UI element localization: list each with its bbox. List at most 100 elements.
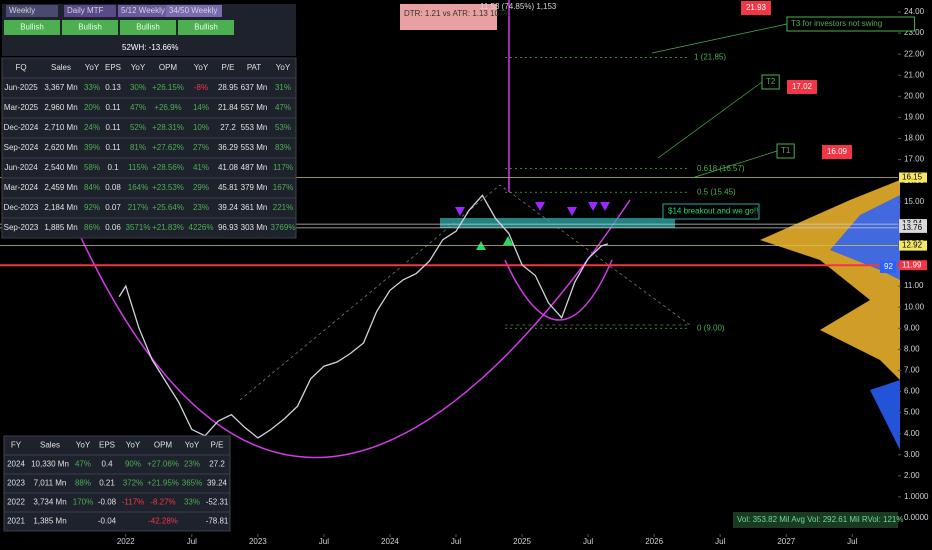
table-cell: 0.11	[106, 103, 122, 112]
y-tick-label: 18.00	[904, 134, 925, 143]
table-bg	[1, 57, 297, 239]
table-cell: 23%	[193, 203, 209, 212]
table-cell: 0.1	[107, 163, 119, 172]
x-tick-label: 2024	[381, 537, 399, 546]
table-cell: YoY	[85, 63, 100, 72]
table-cell: 217%	[128, 203, 148, 212]
fib-trend	[239, 184, 692, 401]
table-cell: 41%	[193, 163, 209, 172]
target-note: T2	[766, 77, 776, 86]
table-cell: EPS	[105, 63, 121, 72]
y-tick-label: 10.00	[904, 302, 925, 311]
table-cell: 2023	[7, 479, 25, 488]
table-cell: 2,184 Mn	[44, 203, 77, 212]
table-cell: 23%	[184, 460, 200, 469]
y-tick-label: 22.00	[904, 49, 925, 58]
legend-item: 5/12 Weekly	[121, 6, 165, 15]
table-cell: Sales	[51, 63, 71, 72]
table-cell: 53%	[275, 123, 291, 132]
table-cell: 10,330 Mn	[31, 460, 69, 469]
price-line	[118, 194, 609, 439]
table-cell: YoY	[76, 441, 91, 450]
table-cell: 3,734 Mn	[33, 498, 66, 507]
x-tick-label: 2022	[117, 537, 135, 546]
fib-label: 0 (9.00)	[697, 323, 725, 332]
table-cell: -117%	[122, 498, 145, 507]
table-cell: +27.62%	[152, 143, 184, 152]
table-cell: 1,885 Mn	[44, 223, 77, 232]
table-cell: 10%	[193, 123, 209, 132]
x-tick-label: Jul	[187, 537, 197, 546]
status-chip	[4, 20, 60, 35]
status: Bullish	[194, 23, 218, 32]
table-cell: Jun-2024	[4, 163, 38, 172]
level-label: 16.15	[902, 173, 923, 182]
table-cell: 0.06	[105, 223, 121, 232]
y-tick-label: 20.00	[904, 91, 925, 100]
table-cell: 29%	[193, 183, 209, 192]
table-cell: EPS	[99, 441, 115, 450]
y-tick-label: 6.00	[904, 387, 920, 396]
indicator-box	[880, 261, 896, 273]
table-cell: -0.08	[98, 498, 117, 507]
table-cell: 47%	[275, 103, 291, 112]
table-cell: 2022	[7, 498, 25, 507]
table-cell: +21.83%	[152, 223, 184, 232]
cup-curve	[59, 189, 631, 459]
table-cell: Jun-2025	[4, 83, 38, 92]
table-cell: Sep-2023	[4, 223, 39, 232]
table-cell: 7,011 Mn	[34, 479, 67, 488]
buy-arrow	[476, 236, 513, 250]
table-bg	[3, 435, 231, 532]
volume-profile	[830, 195, 900, 450]
table-cell: P/E	[222, 63, 235, 72]
handle-curve	[504, 259, 613, 321]
target-box	[787, 80, 817, 94]
table-cell: 365%	[182, 479, 202, 488]
table-cell: Dec-2023	[4, 203, 39, 212]
table-cell: 2,620 Mn	[44, 143, 77, 152]
table-cell: 553 Mn	[241, 123, 268, 132]
table-cell: +26.9%	[154, 103, 181, 112]
table-cell: YoY	[185, 441, 200, 450]
y-tick-label: 2.00	[904, 471, 920, 480]
table-cell: 83%	[275, 143, 291, 152]
level-label: 13.76	[902, 223, 923, 232]
table-cell: 1,385 Mn	[33, 517, 66, 526]
x-tick-label: 2027	[777, 537, 795, 546]
table-cell: 0.21	[99, 479, 115, 488]
table-cell: YoY	[194, 63, 209, 72]
table-cell: 2,960 Mn	[44, 103, 77, 112]
legend-chip	[118, 5, 170, 17]
table-cell: 27%	[193, 143, 209, 152]
breakout-box	[662, 203, 760, 220]
table-cell: -8.27%	[150, 498, 175, 507]
table-cell: 117%	[273, 163, 293, 172]
table-cell: 557 Mn	[241, 103, 268, 112]
table-cell: 20%	[84, 103, 100, 112]
x-tick-label: Jul	[715, 537, 725, 546]
table-cell: 3571%	[126, 223, 151, 232]
status-chip	[120, 20, 176, 35]
table-cell: -42.28%	[148, 517, 178, 526]
volume-box	[733, 512, 898, 528]
table-cell: 637 Mn	[241, 83, 268, 92]
table-cell: OPM	[154, 441, 173, 450]
table-cell: Mar-2025	[4, 103, 39, 112]
x-tick-label: Jul	[319, 537, 329, 546]
target-leader	[657, 81, 763, 159]
table-cell: 0.11	[106, 143, 122, 152]
table-cell: 88%	[75, 479, 91, 488]
status-chip	[62, 20, 118, 35]
y-tick-label: 5.00	[904, 408, 920, 417]
table-cell: 0.08	[105, 183, 121, 192]
table-cell: 303 Mn	[241, 223, 268, 232]
y-tick-label: 4.00	[904, 429, 920, 438]
y-tick-label: 3.00	[904, 450, 920, 459]
y-tick-label: 1.0000	[904, 492, 929, 501]
y-tick-label: 17.00	[904, 155, 925, 164]
table-cell: 3,367 Mn	[44, 83, 77, 92]
table-cell: 361 Mn	[241, 203, 268, 212]
table-cell: +28.56%	[152, 163, 184, 172]
